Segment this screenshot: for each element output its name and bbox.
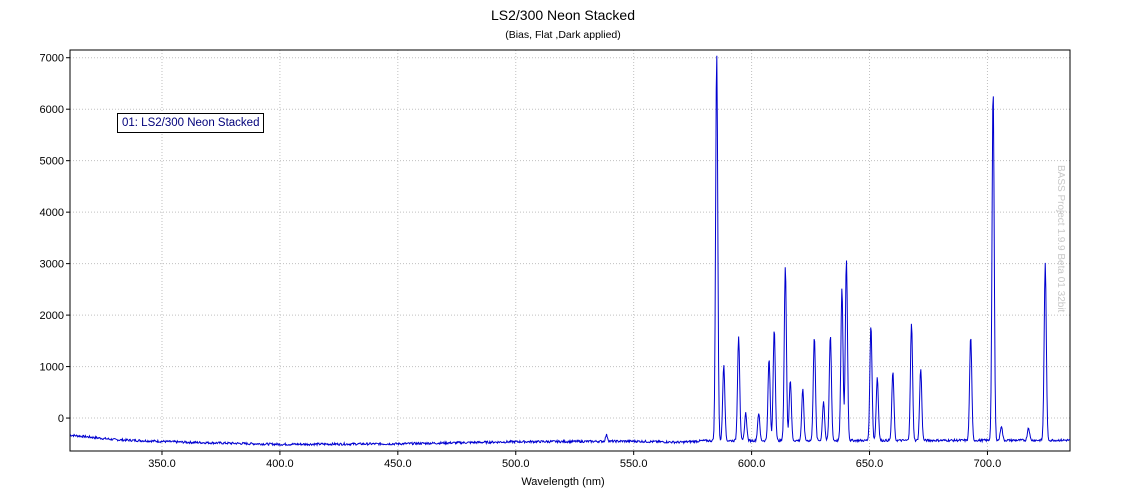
x-tick-label: 550.0 <box>620 458 648 470</box>
x-axis: 350.0 400.0 450.0 500.0 550.0 600.0 650.0 700.0 <box>148 451 1001 470</box>
x-tick-label: 500.0 <box>502 458 530 470</box>
y-tick-label: 3000 <box>40 259 64 271</box>
x-tick-label: 700.0 <box>974 458 1002 470</box>
y-tick-label: 2000 <box>40 310 64 322</box>
x-tick-label: 450.0 <box>384 458 412 470</box>
y-axis: 0 1000 2000 3000 4000 5000 6000 7000 <box>40 53 70 425</box>
x-axis-label: Wavelength (nm) <box>521 476 605 488</box>
x-tick-label: 600.0 <box>738 458 766 470</box>
chart-title: LS2/300 Neon Stacked <box>491 7 635 23</box>
series-line <box>69 55 1071 447</box>
x-tick-label: 650.0 <box>856 458 884 470</box>
x-tick-label: 400.0 <box>266 458 294 470</box>
y-tick-label: 4000 <box>40 207 64 219</box>
legend-entry: 01: LS2/300 Neon Stacked <box>122 117 260 129</box>
y-tick-label: 7000 <box>40 53 64 65</box>
y-tick-label: 1000 <box>40 362 64 374</box>
chart-subtitle: (Bias, Flat ,Dark applied) <box>505 29 621 41</box>
y-tick-label: 5000 <box>40 156 64 168</box>
plot-area <box>69 49 1071 452</box>
y-tick-label: 0 <box>58 413 64 425</box>
legend[interactable]: 01: LS2/300 Neon Stacked <box>117 113 265 133</box>
y-tick-label: 6000 <box>40 104 64 116</box>
x-tick-label: 350.0 <box>148 458 176 470</box>
